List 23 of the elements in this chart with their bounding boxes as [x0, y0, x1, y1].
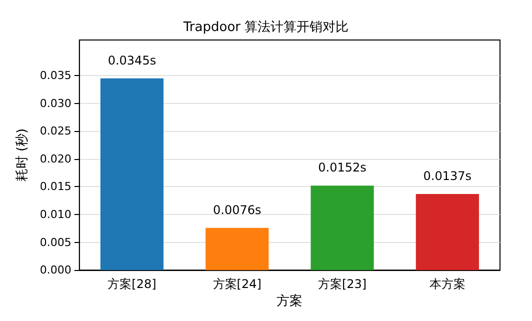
y-tick-label: 0.020: [40, 152, 72, 166]
x-tick-label: 方案[28]: [108, 277, 156, 292]
y-tick-label: 0.015: [40, 180, 72, 194]
y-tick-label: 0.010: [40, 208, 72, 222]
x-axis-title: 方案: [276, 293, 303, 309]
y-axis-title: 耗时 (秒): [15, 128, 30, 182]
x-tick-label: 本方案: [429, 277, 466, 292]
data-label: 0.0152s: [318, 160, 366, 175]
bar: [416, 194, 479, 270]
y-tick-label: 0.025: [40, 124, 72, 138]
y-tick-label: 0.035: [40, 69, 72, 82]
bar: [100, 78, 164, 270]
y-tick-label: 0.000: [40, 264, 72, 277]
x-tick-label: 方案[24]: [212, 277, 262, 292]
data-label: 0.0137s: [423, 168, 472, 183]
y-tick-label: 0.005: [40, 236, 72, 249]
bar: [206, 228, 269, 270]
y-tick-label: 0.030: [40, 96, 72, 110]
data-label: 0.0345s: [108, 53, 156, 68]
x-tick-label: 方案[23]: [318, 277, 367, 292]
data-label: 0.0076s: [212, 202, 262, 217]
bar: [310, 186, 374, 270]
chart-title: Trapdoor 算法计算开销对比: [182, 20, 349, 35]
